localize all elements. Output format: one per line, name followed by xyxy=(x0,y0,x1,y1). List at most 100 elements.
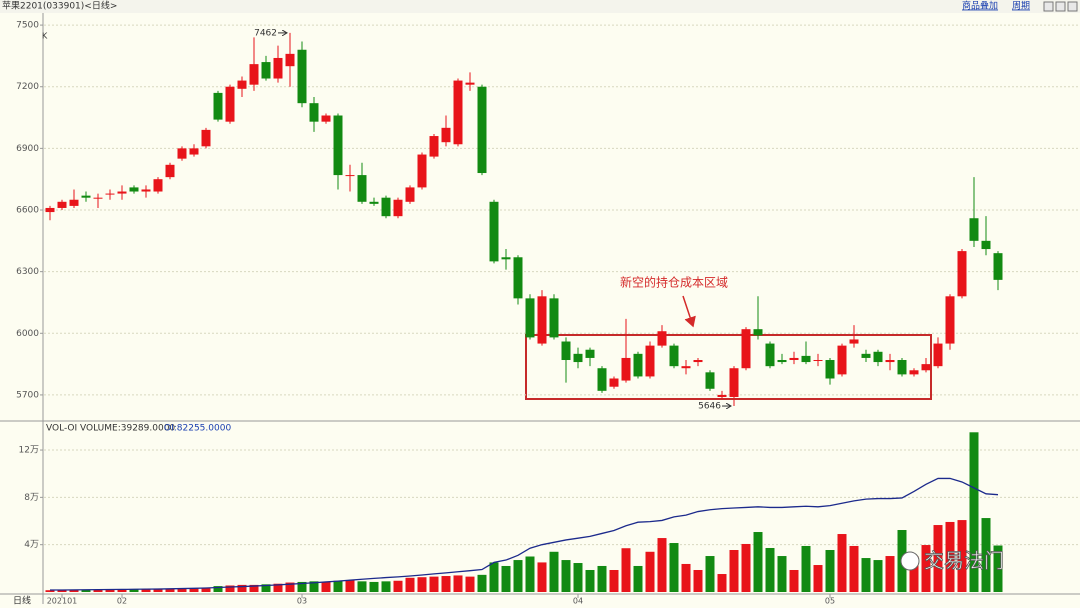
volume-bar xyxy=(693,569,703,592)
candle-body xyxy=(825,360,835,379)
volume-bar xyxy=(501,565,511,592)
volume-bar xyxy=(165,589,175,592)
candle-body xyxy=(105,193,115,195)
y-tick-label: 7500 xyxy=(16,21,39,31)
candle-body xyxy=(513,257,523,299)
volume-bar xyxy=(465,576,475,592)
candle-body xyxy=(69,199,79,206)
volume-bar xyxy=(945,521,955,592)
volume-bar xyxy=(717,574,727,592)
volume-bar xyxy=(117,589,127,592)
oi-title: OI:82255.0000 xyxy=(164,424,231,434)
volume-bar xyxy=(141,589,151,592)
period-label: 日线 xyxy=(13,595,31,607)
volume-bar xyxy=(429,576,439,592)
candle-body xyxy=(405,187,415,202)
volume-bar xyxy=(657,538,667,592)
window-button[interactable] xyxy=(1055,1,1066,12)
plot: 5700 6000 6300 6600 6900 7200 7500 4万 8万 12万 20210… xyxy=(16,21,1078,606)
candle-body xyxy=(237,80,247,89)
x-tick-label: 05 xyxy=(825,597,835,606)
candle-body xyxy=(369,201,379,204)
candle-body xyxy=(705,372,715,389)
candle-body xyxy=(189,148,199,155)
volume-bar xyxy=(993,545,1003,592)
volume-bar xyxy=(153,589,163,592)
volume-bar xyxy=(765,547,775,592)
candle-body xyxy=(609,378,619,387)
volume-bar xyxy=(837,534,847,592)
candle-body xyxy=(993,253,1003,280)
candle-body xyxy=(297,49,307,104)
volume-bar xyxy=(633,565,643,592)
volume-bar xyxy=(681,563,691,592)
period-button[interactable]: 周期 xyxy=(1012,1,1030,12)
y-tick-label: 6000 xyxy=(16,329,39,339)
volume-bar xyxy=(549,551,559,592)
volume-bar xyxy=(273,583,283,592)
volume-bar xyxy=(321,581,331,592)
volume-bar xyxy=(885,556,895,592)
candle-body xyxy=(549,298,559,338)
candle-body xyxy=(729,368,739,397)
volume-bar xyxy=(861,558,871,592)
candle-body xyxy=(345,175,355,177)
y-axis-label: K xyxy=(42,32,48,41)
volume-bar xyxy=(537,562,547,592)
volume-bar xyxy=(213,586,223,592)
candle-body xyxy=(381,197,391,217)
candle-body xyxy=(321,115,331,122)
volume-bar xyxy=(189,588,199,592)
y-tick-label: 6300 xyxy=(16,267,39,277)
candle-body xyxy=(945,296,955,344)
volume-bar xyxy=(513,560,523,592)
candle-body xyxy=(837,345,847,375)
volume-bar xyxy=(621,548,631,592)
window-button[interactable] xyxy=(1043,1,1054,12)
candle-body xyxy=(153,179,163,192)
oi-line xyxy=(50,477,999,591)
volume-bar xyxy=(729,550,739,592)
volume-bar xyxy=(45,590,55,592)
x-tick-label: 02 xyxy=(117,597,127,606)
candle-body xyxy=(777,360,787,363)
volume-bar xyxy=(381,581,391,592)
candle-body xyxy=(849,339,859,344)
candle-body xyxy=(561,341,571,361)
volume-bar xyxy=(981,518,991,592)
x-tick-label: 04 xyxy=(573,597,583,606)
candle-body xyxy=(861,353,871,358)
extreme-label: 7462 xyxy=(254,28,277,38)
y-tick-label: 7200 xyxy=(16,82,39,92)
header-bar xyxy=(0,0,1080,13)
volume-bar xyxy=(573,563,583,592)
candle-body xyxy=(357,175,367,202)
extreme-label: 5646 xyxy=(698,402,721,412)
candle-body xyxy=(261,62,271,79)
window-button[interactable] xyxy=(1067,1,1078,12)
candle-body xyxy=(465,82,475,85)
y-tick-label: 8万 xyxy=(24,493,39,503)
candle-body xyxy=(477,86,487,174)
volume-bar xyxy=(477,574,487,592)
candle-body xyxy=(621,357,631,381)
x-tick-label: 202101 xyxy=(47,597,78,606)
volume-bar xyxy=(813,565,823,592)
candle-body xyxy=(537,296,547,344)
volume-bar xyxy=(585,569,595,592)
overlay-button[interactable]: 商品叠加 xyxy=(962,0,998,12)
volume-bar xyxy=(225,585,235,592)
candle-body xyxy=(681,366,691,369)
volume-bar xyxy=(789,569,799,592)
candle-body xyxy=(141,189,151,192)
candle-body xyxy=(249,64,259,85)
volume-bar xyxy=(129,589,139,592)
volume-bar xyxy=(909,556,919,592)
candle-body xyxy=(525,298,535,338)
candle-body xyxy=(285,53,295,67)
candle-body xyxy=(213,92,223,120)
volume-bar xyxy=(741,543,751,592)
x-tick-label: 03 xyxy=(297,597,307,606)
volume-bar xyxy=(81,589,91,592)
